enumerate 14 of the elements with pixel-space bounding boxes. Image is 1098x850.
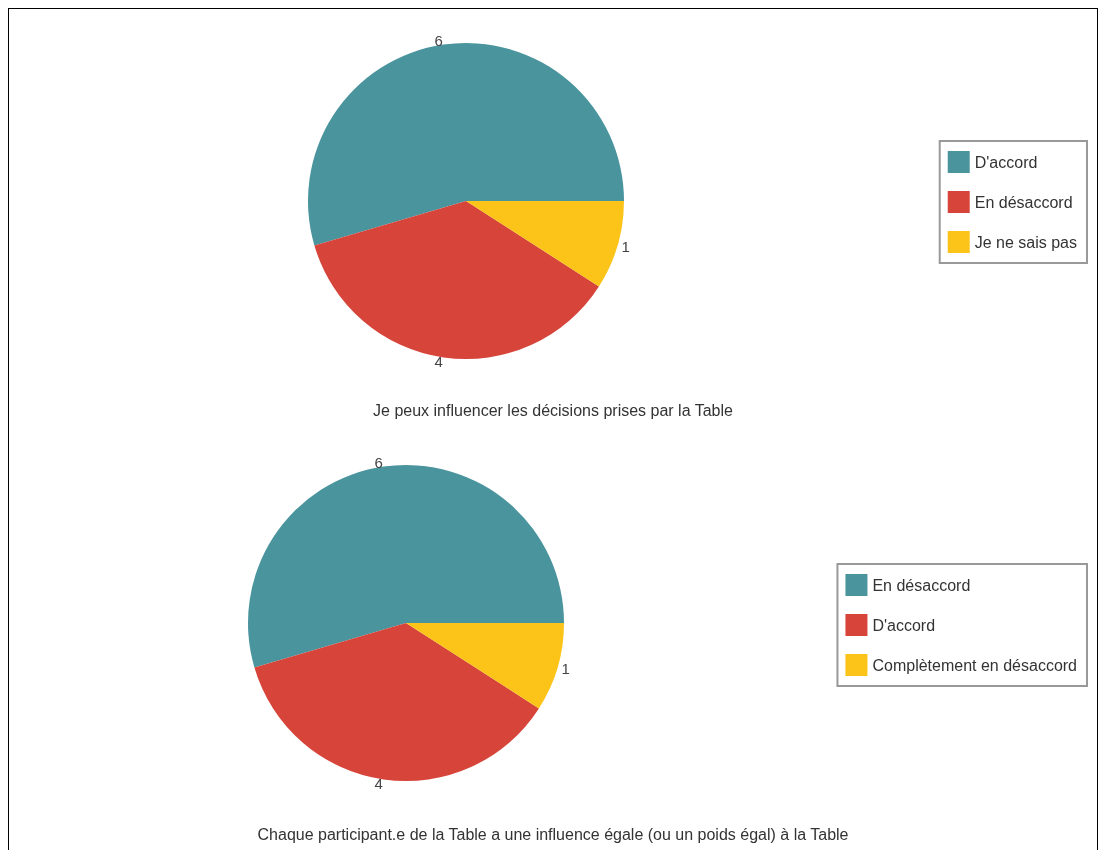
legend-label: D'accord — [872, 616, 936, 634]
legend-label: En désaccord — [974, 193, 1073, 211]
legend-label: En désaccord — [872, 576, 971, 594]
data-label: 6 — [374, 454, 383, 472]
legend-label: D'accord — [974, 153, 1038, 171]
text: Chaque participant.e de la Table a une influence égale (ou un poids égal) à la Table — [257, 825, 849, 843]
legend-label: Je ne sais pas — [974, 233, 1077, 251]
data-label: 6 — [434, 32, 443, 50]
data-label: 4 — [374, 774, 383, 792]
data-label: 1 — [621, 238, 630, 256]
legend-label: Complètement en désaccord — [872, 656, 1078, 674]
data-label: 1 — [561, 660, 570, 678]
text: Je peux influencer les décisions prises par la Table — [373, 401, 734, 419]
data-label: 4 — [434, 352, 443, 370]
